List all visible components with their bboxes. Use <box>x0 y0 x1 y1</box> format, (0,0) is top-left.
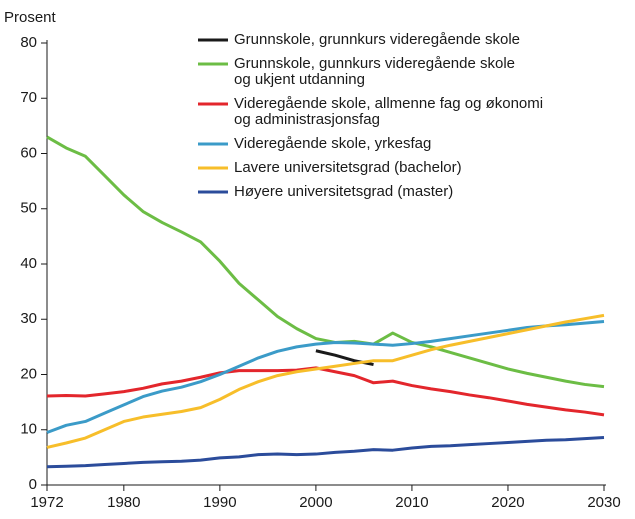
y-tick-label: 60 <box>20 144 37 161</box>
legend-label: Grunnskole, grunnkurs videregående skole <box>234 31 520 48</box>
y-tick-label: 30 <box>20 310 37 327</box>
series-line <box>46 313 605 449</box>
y-tick-label: 20 <box>20 365 37 382</box>
series-line <box>46 435 605 469</box>
x-tick-label: 1972 <box>30 494 63 511</box>
y-axis-label: Prosent <box>4 9 57 26</box>
legend-label: Høyere universitetsgrad (master) <box>234 183 453 200</box>
x-tick-label: 2010 <box>395 494 428 511</box>
legend-label: Videregående skole, allmenne fag og økon… <box>234 95 543 128</box>
y-tick-label: 10 <box>20 421 37 438</box>
x-tick-label: 2020 <box>491 494 524 511</box>
legend-label: Grunnskole, gunnkurs videregående skole o… <box>234 55 515 88</box>
y-tick-label: 80 <box>20 34 37 51</box>
legend-label: Lavere universitetsgrad (bachelor) <box>234 159 462 176</box>
y-tick-label: 70 <box>20 89 37 106</box>
series-line <box>46 366 605 417</box>
series-line <box>46 319 605 434</box>
x-tick-label: 1990 <box>203 494 236 511</box>
y-tick-label: 0 <box>29 476 37 493</box>
series-line <box>46 135 605 389</box>
x-tick-label: 1980 <box>107 494 140 511</box>
legend-label: Videregående skole, yrkesfag <box>234 135 431 152</box>
x-tick-label: 2000 <box>299 494 332 511</box>
y-tick-label: 50 <box>20 200 37 217</box>
y-tick-label: 40 <box>20 255 37 272</box>
x-tick-label: 2030 <box>587 494 620 511</box>
